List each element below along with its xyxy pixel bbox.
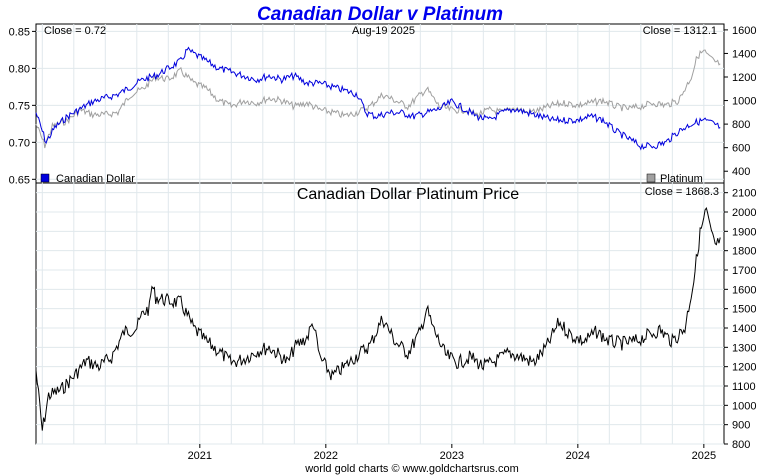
left-tick-label: 0.70 <box>9 137 30 149</box>
right-tick-label-bottom: 2100 <box>732 188 756 200</box>
right-tick-label-top: 1400 <box>732 48 756 60</box>
bottom-panel-subtitle: Canadian Dollar Platinum Price <box>297 186 519 203</box>
top-panel-frame <box>35 23 725 184</box>
right-tick-label-bottom: 900 <box>732 420 750 432</box>
left-tick-label: 0.75 <box>9 100 30 112</box>
x-tick-label: 2023 <box>440 450 464 462</box>
right-tick-label-bottom: 800 <box>732 439 750 451</box>
legend-swatch-cad <box>40 173 50 183</box>
x-tick-label: 2024 <box>566 450 590 462</box>
right-tick-label-bottom: 1500 <box>732 304 756 316</box>
right-tick-label-top: 400 <box>732 166 750 178</box>
platinum-close-label: Close = 1312.1 <box>643 25 717 37</box>
left-tick-label: 0.85 <box>9 26 30 38</box>
right-tick-label-top: 600 <box>732 143 750 155</box>
right-tick-label-bottom: 1900 <box>732 226 756 238</box>
right-tick-label-top: 1600 <box>732 25 756 37</box>
legend-label-cad: Canadian Dollar <box>56 173 135 185</box>
legend-swatch-platinum <box>646 173 656 183</box>
right-tick-label-bottom: 1800 <box>732 246 756 258</box>
right-tick-label-bottom: 1600 <box>732 284 756 296</box>
cad-close-label: Close = 0.72 <box>44 25 106 37</box>
right-tick-label-bottom: 1200 <box>732 362 756 374</box>
x-tick-label: 2021 <box>188 450 212 462</box>
series-cad-platinum-price <box>35 206 721 431</box>
x-tick-label: 2022 <box>314 450 338 462</box>
right-tick-label-top: 1000 <box>732 96 756 108</box>
right-tick-label-bottom: 1700 <box>732 265 756 277</box>
series-layer <box>35 46 721 431</box>
series-canadian-dollar <box>35 46 721 151</box>
left-tick-label: 0.80 <box>9 63 30 75</box>
footer-credit: world gold charts © www.goldchartsrus.co… <box>304 463 519 475</box>
right-tick-label-top: 1200 <box>732 72 756 84</box>
legend-label-platinum: Platinum <box>660 173 703 185</box>
bottom-close-label: Close = 1868.3 <box>645 186 719 198</box>
chart-title: Canadian Dollar v Platinum <box>257 4 503 25</box>
left-tick-label: 0.65 <box>9 174 30 186</box>
date-label: Aug-19 2025 <box>352 25 415 37</box>
axis-layer: 0.65 0.70 0.75 0.80 0.85 400 600 800 1000 1200 140… <box>9 25 757 462</box>
right-tick-label-top: 800 <box>732 119 750 131</box>
right-tick-label-bottom: 1100 <box>732 381 756 393</box>
gridlines <box>36 24 724 445</box>
series-platinum <box>35 49 721 149</box>
right-tick-label-bottom: 1300 <box>732 342 756 354</box>
x-tick-label: 2025 <box>692 450 716 462</box>
right-tick-label-bottom: 2000 <box>732 207 756 219</box>
right-tick-label-bottom: 1000 <box>732 400 756 412</box>
right-tick-label-bottom: 1400 <box>732 323 756 335</box>
